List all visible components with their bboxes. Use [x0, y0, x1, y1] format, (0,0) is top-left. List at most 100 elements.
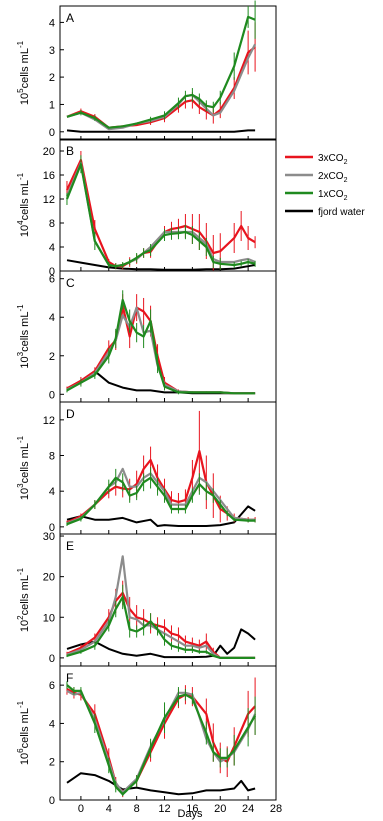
series-3xco2 — [66, 151, 256, 271]
y-tick-label: 2 — [49, 757, 55, 769]
panel-letter: D — [66, 407, 75, 421]
series-1xco2 — [66, 467, 256, 526]
y-tick-label: 0 — [49, 522, 55, 534]
legend-item-fjord-water: fjord water — [285, 207, 365, 218]
y-tick-label: 0 — [49, 389, 55, 401]
series-fjord-water — [66, 259, 256, 271]
legend-item-3xco2: 3xCO2 — [285, 153, 348, 166]
series-fjord-water — [66, 628, 256, 659]
y-tick-label: 10 — [43, 612, 55, 624]
y-tick-label: 0 — [49, 795, 55, 807]
y-tick-label: 0 — [49, 653, 55, 665]
series-line-1xco2 — [66, 15, 256, 129]
y-tick-label: 4 — [49, 17, 55, 29]
y-tick-label: 20 — [43, 146, 55, 158]
panel-letter: B — [66, 144, 74, 158]
y-tick-label: 16 — [43, 170, 55, 182]
y-tick-label: 8 — [49, 451, 55, 463]
series-1xco2 — [66, 290, 256, 395]
panel-d: 0 4 8 12 D 103cells mL-1 — [16, 401, 277, 535]
y-tick-label: 2 — [49, 351, 55, 363]
y-tick-label: 0 — [49, 127, 55, 139]
x-tick-label: 12 — [158, 803, 170, 815]
panel-f: 0 2 4 6F 106cells mL-1 — [16, 665, 277, 807]
legend-label: fjord water — [318, 207, 365, 218]
series-line-fjord-water — [66, 129, 256, 133]
series-line-fjord-water — [66, 505, 256, 527]
y-tick-label: 4 — [49, 718, 55, 730]
series-line-fjord-water — [66, 772, 256, 796]
y-tick-label: 12 — [43, 415, 55, 427]
y-tick-label: 20 — [43, 572, 55, 584]
legend-item-2xco2: 2xCO2 — [285, 171, 348, 184]
series-line-fjord-water — [66, 628, 256, 659]
series-line-1xco2 — [66, 595, 256, 660]
y-tick-label: 2 — [49, 72, 55, 84]
x-axis: 0 4 8 12 16 20 24 28 — [78, 803, 282, 815]
y-tick-label: 30 — [43, 531, 55, 543]
panel-frame — [59, 665, 277, 801]
y-axis-label: 105cells mL-1 — [16, 40, 31, 105]
y-axis-label: 104cells mL-1 — [16, 172, 31, 237]
series-line-2xco2 — [66, 306, 256, 395]
series-3xco2 — [66, 677, 256, 798]
y-tick-label: 4 — [49, 242, 55, 254]
series-3xco2 — [66, 22, 256, 129]
series-line-1xco2 — [66, 298, 256, 395]
y-tick-label: 12 — [43, 194, 55, 206]
y-axis-label: 102cells mL-1 — [16, 567, 31, 632]
panel-letter: C — [66, 276, 75, 290]
y-axis-label: 103cells mL-1 — [16, 435, 31, 500]
series-line-2xco2 — [66, 467, 256, 525]
panel-b: 0 4 8 12 16 20 B 104cells mL-1 — [16, 138, 277, 278]
y-tick-label: 6 — [49, 274, 55, 286]
series-2xco2 — [66, 467, 256, 525]
series-line-3xco2 — [66, 158, 256, 268]
panel-letter: A — [66, 11, 74, 25]
legend-item-1xco2: 1xCO2 — [285, 189, 348, 202]
y-tick-label: 3 — [49, 45, 55, 57]
panel-letter: F — [66, 671, 73, 685]
series-1xco2 — [66, 0, 256, 129]
legend-label: 3xCO2 — [318, 153, 348, 166]
series-2xco2 — [65, 161, 256, 268]
panel-c: 0 2 4 6 C 103cells mL-1 — [16, 270, 277, 403]
y-tick-label: 8 — [49, 218, 55, 230]
series-2xco2 — [66, 555, 256, 660]
x-tick-label: 16 — [186, 803, 198, 815]
x-tick-label: 20 — [214, 803, 226, 815]
series-1xco2 — [65, 155, 256, 270]
panel-letter: E — [66, 539, 74, 553]
panel-frame — [59, 401, 277, 535]
series-fjord-water — [66, 772, 256, 796]
series-1xco2 — [66, 584, 256, 660]
x-tick-label: 28 — [270, 803, 282, 815]
series-line-3xco2 — [66, 688, 256, 795]
legend-label: 2xCO2 — [318, 171, 348, 184]
y-axis-label: 106cells mL-1 — [16, 700, 31, 765]
panel-e: 0 10 20 30 E 102cells mL-1 — [16, 531, 277, 667]
x-tick-label: 8 — [134, 803, 140, 815]
series-line-2xco2 — [66, 555, 256, 660]
series-line-2xco2 — [65, 161, 256, 268]
y-tick-label: 0 — [49, 266, 55, 278]
panel-frame — [59, 270, 277, 403]
series-2xco2 — [66, 306, 256, 395]
series-1xco2 — [66, 681, 257, 797]
panel-frame — [59, 138, 277, 272]
series-line-1xco2 — [66, 476, 256, 526]
series-line-3xco2 — [66, 450, 256, 524]
y-tick-label: 4 — [49, 486, 55, 498]
x-tick-label: 4 — [106, 803, 112, 815]
y-tick-label: 6 — [49, 680, 55, 692]
legend-label: 1xCO2 — [318, 189, 348, 202]
x-axis-label: Days — [177, 808, 203, 820]
y-tick-label: 4 — [49, 312, 55, 324]
y-tick-label: 1 — [49, 99, 55, 111]
series-line-1xco2 — [65, 163, 256, 268]
series-fjord-water — [66, 505, 256, 527]
legend: 3xCO2 2xCO2 1xCO2 fjord water — [285, 153, 365, 218]
series-line-fjord-water — [66, 259, 256, 271]
